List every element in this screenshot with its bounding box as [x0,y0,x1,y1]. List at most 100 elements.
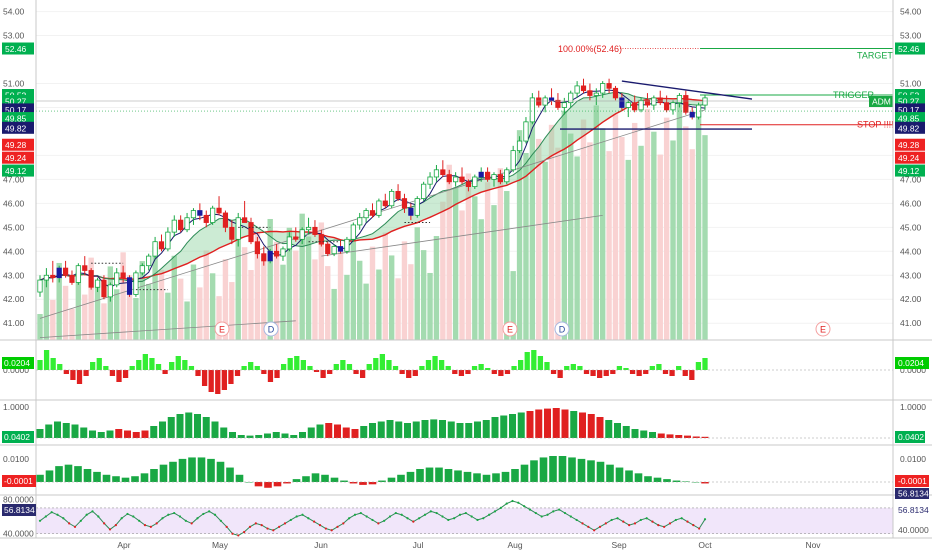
panel-4-dot-58 [377,522,380,525]
panel-1-bar-79 [557,370,563,378]
volume-bar-74 [510,271,516,340]
panel-1-bar-94 [656,364,662,370]
volume-bar-65 [452,187,459,340]
panel-3-bar-6 [93,471,101,482]
event-letter-4: E [820,325,826,335]
volume-bar-6 [75,271,82,340]
panel-4-dot-55 [359,511,362,515]
panel-4-dot-60 [388,515,392,518]
panel-2-label-left: 0.0402 [4,432,30,442]
trigger-label: TRIGGER [833,90,875,100]
panel-3-bar-18 [207,458,215,482]
panel-2-bar-59 [552,408,560,438]
panel-3-bar-39 [406,471,415,482]
panel-3-bar-54 [549,456,557,482]
panel-2-bar-68 [631,429,639,438]
panel-1-bar-0 [37,360,43,370]
volume-bar-84 [574,156,580,340]
panel-3-bar-65 [653,477,662,482]
panel-2-bar-6 [89,430,96,438]
x-tick-jul: Jul [413,540,424,550]
volume-bar-98 [663,117,670,340]
candle-body-20 [165,231,171,250]
candle-body-99 [670,102,676,111]
panel-1-bar-50 [366,364,372,370]
candle-body-60 [421,183,427,199]
volume-bar-60 [420,250,427,340]
volume-bars [37,103,708,341]
candle-body-69 [478,171,484,178]
volume-bar-3 [56,262,62,340]
panel-4-dot-15 [126,512,129,516]
panel-4-dot-90 [563,511,567,515]
candle-body-64 [446,174,452,183]
panel-4-dot-40 [272,529,275,532]
panel-4-dot-17 [138,519,141,522]
panel-2-bar-67 [622,426,630,438]
candle-body-104 [702,97,708,106]
panel-2-bar-24 [246,435,254,438]
panel-2-bar-37 [360,426,368,438]
volume-bar-17 [146,283,152,340]
fib-label: 100.00%(52.46) [558,44,622,54]
panel-4-tag-right-top [895,488,929,499]
panel-2 [36,408,893,439]
panel-1-bar-70 [498,370,504,376]
volume-bar-96 [651,131,657,340]
candle-body-25 [197,210,203,216]
panel-2-bar-5 [80,427,88,438]
panel-4-tag-left [2,504,36,516]
panel-4-dot-111 [686,520,689,523]
panel-1-bar-78 [550,370,557,374]
panel-2-bar-64 [596,417,604,438]
panel-2-bar-32 [316,424,324,438]
panel-1-bar-5 [70,370,76,380]
panel-3-bar-55 [558,456,567,482]
panel-1-bar-80 [564,366,570,370]
panel-2-bar-63 [587,414,595,438]
panel-1-bar-37 [280,364,287,370]
panel-1-bar-33 [254,366,260,370]
panel-2-bar-36 [351,429,359,438]
volume-bar-91 [619,137,625,340]
panel-3-bar-59 [596,461,605,482]
panel-2-bar-72 [666,434,674,438]
panel-4-dot-11 [103,522,106,525]
panel-1-bar-99 [689,370,695,380]
panel-4-dot-96 [598,525,602,528]
panel-3-bar-33 [349,482,358,484]
panel-1-bar-47 [346,364,353,370]
panel-4-dot-51 [336,525,339,528]
panel-2-bar-8 [106,430,114,438]
y-tick-left-2: 51.00 [3,79,25,89]
panel-1-bar-10 [103,366,109,370]
panel-4-dot-27 [196,517,199,520]
price-label-left-7: 49.24 [5,153,27,163]
panel-2-bar-38 [369,423,376,438]
panel-3-bar-19 [216,461,225,482]
panel-4-dot-37 [254,522,257,525]
panel-3-bar-56 [568,457,576,482]
candle-body-49 [350,224,356,240]
candle-body-84 [574,85,580,94]
panel-4-dot-19 [149,525,152,528]
panel-4-dot-23 [173,511,176,515]
panel-4-dot-65 [418,517,421,520]
price-tag-right-4 [895,112,925,125]
panel-4-dot-101 [628,524,631,527]
x-tick-apr: Apr [117,540,130,550]
price-tag-left-5 [2,121,34,134]
panel-4-dot-44 [295,515,298,518]
candle-body-14 [126,277,133,295]
volume-bar-92 [625,159,631,340]
panel-2-bar-2 [54,421,61,438]
panel-3-bar-52 [530,460,538,482]
event-letter-1: D [268,325,275,335]
candle-body-9 [94,279,101,288]
candle-body-54 [382,200,388,207]
panel-4-tick-left-1: 40.0000 [3,529,34,539]
panel-4-dot-74 [470,515,473,518]
panel-1-bar-44 [327,370,333,374]
candle-body-41 [299,229,305,240]
